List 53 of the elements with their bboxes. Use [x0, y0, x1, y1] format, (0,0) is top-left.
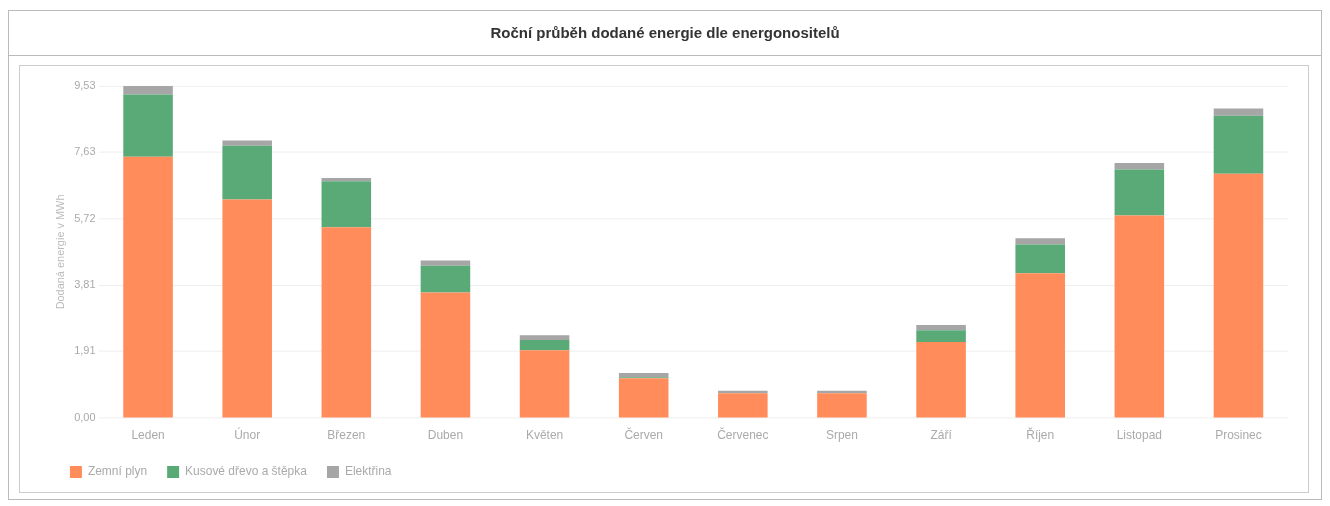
y-tick-label: 5,72: [74, 211, 96, 224]
bar: [618, 373, 669, 378]
legend-label: Elektřina: [344, 464, 392, 479]
chart-title: Roční průběh dodané energie dle energonositelů: [9, 11, 1321, 56]
bar: [222, 145, 272, 200]
x-tick-label: Prosinec: [1215, 428, 1262, 443]
bar: [916, 330, 966, 342]
x-tick-label: Říjen: [1026, 427, 1055, 443]
bar: [519, 335, 570, 340]
bar: [1213, 115, 1264, 174]
bar: [420, 260, 471, 266]
bar: [519, 339, 570, 351]
bar: [618, 378, 669, 418]
x-tick-label: Leden: [131, 428, 165, 443]
x-tick-label: Listopad: [1116, 428, 1162, 443]
y-tick-label: 7,63: [74, 145, 96, 158]
y-tick-label: 1,91: [74, 344, 96, 357]
x-tick-label: Květen: [525, 428, 564, 443]
y-tick-label: 3,81: [74, 278, 96, 291]
bar: [1015, 238, 1065, 245]
y-axis-title: Dodaná energie v MWh: [53, 194, 66, 310]
bar: [1114, 162, 1165, 170]
bar: [916, 324, 966, 331]
bar: [222, 199, 272, 418]
legend-label: Zemní plyn: [87, 464, 148, 479]
x-tick-label: Srpen: [825, 428, 858, 443]
x-tick-label: Červenec: [717, 427, 769, 443]
bar: [321, 181, 372, 228]
bar: [1114, 215, 1165, 418]
bar: [321, 227, 372, 418]
bar: [1114, 169, 1165, 216]
x-tick-label: Duben: [427, 428, 464, 443]
bar: [420, 265, 471, 293]
bar: [718, 393, 768, 418]
bar: [123, 94, 173, 157]
x-tick-label: Březen: [327, 428, 366, 443]
x-tick-label: Červen: [624, 427, 663, 443]
x-tick-label: Září: [930, 428, 953, 443]
legend-label: Kusové dřevo a štěpka: [185, 464, 308, 479]
bar: [420, 292, 471, 418]
bar: [222, 140, 272, 146]
bar: [123, 156, 173, 418]
bar: [519, 350, 570, 418]
bar: [1015, 273, 1065, 418]
bar: [1213, 108, 1264, 116]
y-tick-label: 0,00: [74, 410, 96, 423]
bar: [916, 341, 966, 418]
x-tick-label: Únor: [234, 427, 261, 443]
bar: [1015, 244, 1065, 274]
bar: [123, 85, 173, 95]
bar: [817, 393, 867, 418]
bar: [1213, 173, 1264, 418]
y-tick-label: 9,53: [74, 78, 96, 91]
